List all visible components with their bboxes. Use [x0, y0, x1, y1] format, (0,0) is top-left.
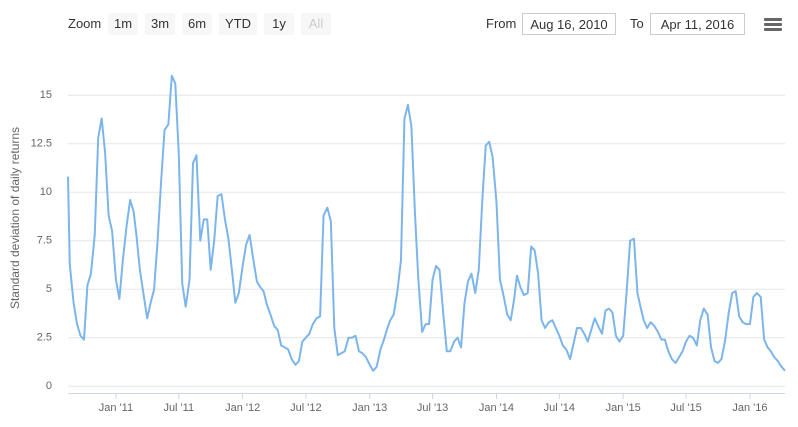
x-tick-label: Jul '14	[544, 402, 575, 414]
x-tick-label: Jul '12	[290, 402, 321, 414]
y-tick-label: 10	[40, 186, 52, 198]
from-input[interactable]: Aug 16, 2010	[522, 13, 616, 35]
y-axis-title: Standard deviation of daily returns	[8, 127, 22, 309]
x-tick-label: Jul '13	[417, 402, 448, 414]
y-tick-label: 15	[40, 89, 52, 101]
to-input[interactable]: Apr 11, 2016	[650, 13, 745, 35]
x-tick-label: Jan '13	[352, 402, 387, 414]
x-tick-label: Jan '16	[732, 402, 767, 414]
zoom-button: All	[301, 13, 331, 35]
y-tick-label: 0	[46, 380, 52, 392]
zoom-button[interactable]: 1m	[108, 13, 138, 35]
zoom-button[interactable]: YTD	[219, 13, 257, 35]
x-tick-label: Jan '12	[225, 402, 260, 414]
y-tick-label: 7.5	[37, 235, 52, 247]
zoom-button[interactable]: 3m	[145, 13, 175, 35]
zoom-label: Zoom	[68, 16, 102, 31]
x-tick-label: Jan '11	[99, 402, 133, 414]
from-label: From	[486, 16, 517, 31]
x-tick-label: Jul '15	[670, 402, 701, 414]
to-label: To	[630, 16, 644, 31]
zoom-button[interactable]: 1y	[264, 13, 294, 35]
menu-button[interactable]	[764, 18, 782, 32]
y-tick-label: 12.5	[31, 138, 52, 150]
x-tick-label: Jan '14	[479, 402, 514, 414]
y-tick-label: 2.5	[37, 332, 52, 344]
data-line	[67, 74, 786, 372]
zoom-button[interactable]: 6m	[182, 13, 212, 35]
x-tick-label: Jan '15	[606, 402, 641, 414]
x-tick-label: Jul '11	[163, 402, 194, 414]
y-tick-label: 5	[46, 283, 52, 295]
